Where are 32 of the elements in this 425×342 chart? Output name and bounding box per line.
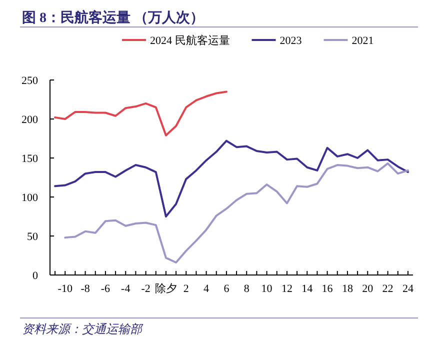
x-tick-label: -4: [121, 283, 131, 295]
x-tick-label: 6: [224, 283, 230, 295]
x-tick-label: -10: [58, 283, 73, 295]
x-tick-label: 2: [183, 283, 189, 295]
line-series: [64, 162, 409, 264]
y-tick-label: 50: [27, 231, 38, 243]
x-tick-label: 8: [244, 283, 250, 295]
x-tick-label: 14: [302, 283, 314, 295]
y-tick-label: 250: [22, 75, 38, 87]
chart-title: 图 8：民航客运量 （万人次）: [22, 9, 204, 26]
legend-label: 2023: [280, 35, 302, 47]
x-tick-label: 22: [382, 283, 394, 295]
x-tick-label: 4: [204, 283, 210, 295]
x-tick-label: 24: [402, 283, 414, 295]
y-tick-label: 0: [32, 270, 38, 282]
x-tick-label: 12: [281, 283, 292, 295]
y-tick-label: 200: [22, 114, 38, 126]
x-tick-label: -6: [100, 283, 111, 295]
y-tick-label: 100: [22, 192, 38, 204]
legend-label: 2021: [352, 35, 374, 47]
text: 资料来源：交通运输部: [22, 322, 144, 336]
x-tick-label: -8: [80, 283, 90, 295]
x-tick-label: 10: [261, 283, 273, 295]
x-tick-label: 18: [342, 283, 354, 295]
x-tick-label: 除夕: [154, 283, 177, 295]
x-tick-label: 16: [322, 283, 334, 295]
legend-label: 2024 民航客运量: [150, 34, 230, 47]
x-tick-label: 20: [362, 283, 374, 295]
y-tick-label: 150: [22, 153, 38, 165]
line-series: [54, 90, 228, 136]
x-tick-label: -2: [141, 283, 150, 295]
line-series: [54, 140, 409, 218]
